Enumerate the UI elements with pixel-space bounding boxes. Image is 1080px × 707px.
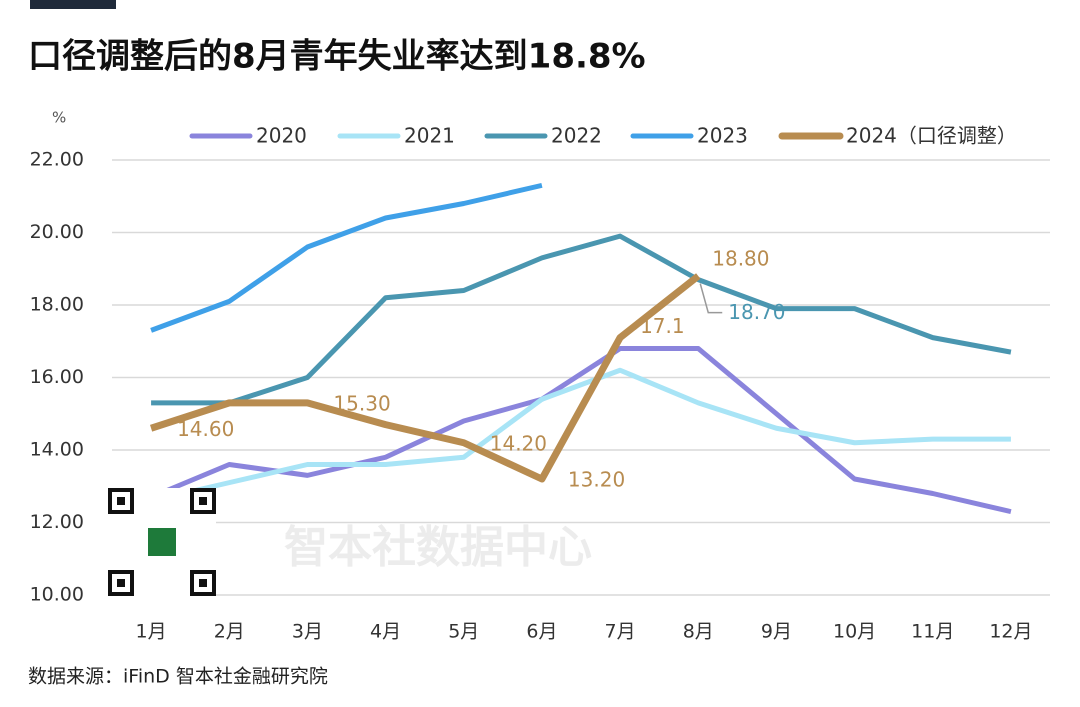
x-tick-label: 1月 <box>136 621 167 643</box>
title-bar <box>30 0 116 9</box>
y-tick-label: 12.00 <box>30 511 84 533</box>
x-tick-label: 11月 <box>911 621 954 643</box>
y-tick-label: 20.00 <box>30 221 84 243</box>
x-tick-label: 2月 <box>214 621 245 643</box>
y-tick-label: 10.00 <box>30 584 84 606</box>
data-label: 14.60 <box>177 417 234 441</box>
series-line <box>150 273 701 483</box>
watermark: 智本社数据中心 <box>284 522 592 573</box>
data-label: 17.1 <box>640 314 685 338</box>
data-label: 15.30 <box>333 391 390 415</box>
x-tick-label: 7月 <box>605 621 636 643</box>
series-line <box>151 233 1012 406</box>
y-axis-label: % <box>52 109 66 127</box>
y-tick-label: 16.00 <box>30 366 84 388</box>
y-tick-label: 14.00 <box>30 439 84 461</box>
legend-label: 2023 <box>697 124 748 148</box>
x-tick-label: 9月 <box>761 621 792 643</box>
x-tick-label: 4月 <box>370 621 401 643</box>
data-label: 14.20 <box>490 431 547 455</box>
source: 数据来源：iFinD 智本社金融研究院 <box>28 666 328 688</box>
series-line <box>150 346 1012 515</box>
data-label: 18.70 <box>728 300 785 324</box>
series-line <box>150 367 1011 504</box>
x-tick-label: 6月 <box>526 621 557 643</box>
y-tick-label: 18.00 <box>30 294 84 316</box>
qr-code <box>108 488 216 596</box>
legend-label: 2022 <box>551 124 602 148</box>
data-label: 13.20 <box>568 468 625 492</box>
x-tick-label: 3月 <box>292 621 323 643</box>
chart-title: 口径调整后的8月青年失业率达到18.8% <box>28 37 646 77</box>
y-tick-label: 22.00 <box>30 149 84 171</box>
x-tick-label: 8月 <box>683 621 714 643</box>
data-label: 18.80 <box>712 247 769 271</box>
x-tick-label: 5月 <box>448 621 479 643</box>
legend-label: 2021 <box>404 124 455 148</box>
series-line <box>150 182 543 333</box>
x-tick-label: 12月 <box>989 621 1032 643</box>
x-tick-label: 10月 <box>833 621 876 643</box>
legend-label: 2024（口径调整） <box>846 124 1017 148</box>
legend-label: 2020 <box>256 124 307 148</box>
leader-line <box>699 283 723 314</box>
